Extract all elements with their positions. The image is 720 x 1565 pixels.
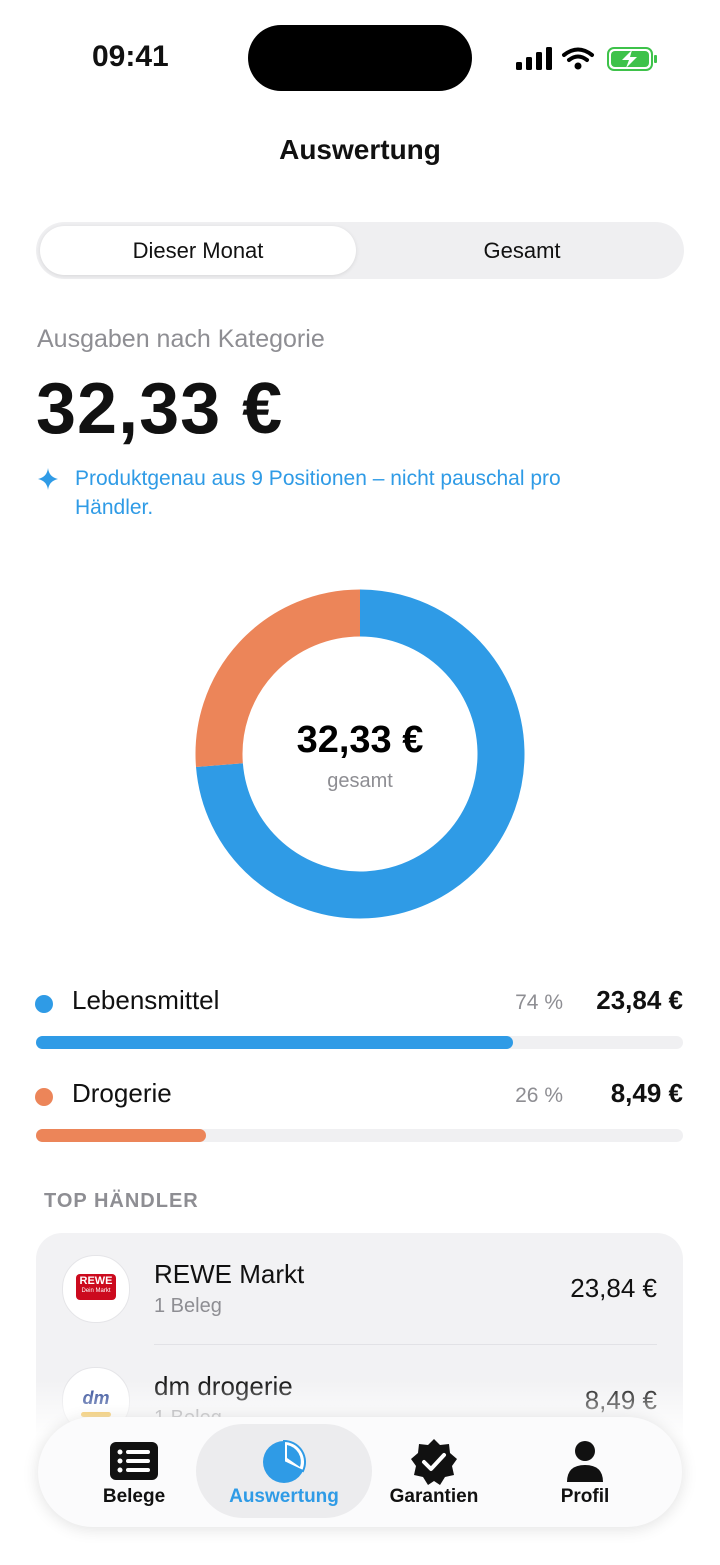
tab-icon [411, 1439, 457, 1485]
donut-segment [196, 589, 525, 919]
category-amount: 8,49 € [610, 1078, 683, 1108]
merchant-receipts: 1 Beleg [154, 1295, 222, 1317]
bar-fill [36, 1129, 206, 1142]
category-name: Lebensmittel [72, 985, 220, 1015]
status-time: 09:41 [92, 40, 169, 73]
status-icons [516, 47, 657, 71]
legend-dot [35, 1088, 53, 1106]
category-share: 26 % [515, 1084, 563, 1107]
segment[interactable]: Dieser Monat [40, 226, 356, 275]
merchant-name: REWE Markt [154, 1259, 305, 1289]
section-label: Ausgaben nach Kategorie [37, 325, 325, 353]
donut-center-caption: gesamt [327, 770, 393, 792]
tab-icon [567, 1441, 603, 1482]
tab-icon [263, 1439, 306, 1483]
tab-item[interactable]: Garantien [346, 1424, 522, 1518]
info-note: Produktgenau aus 9 Positionen – nicht pa… [75, 467, 561, 519]
divider [154, 1344, 657, 1345]
bar-fill [36, 1036, 514, 1049]
segment[interactable]: Gesamt [483, 238, 561, 263]
logo-text: REWE [79, 1275, 113, 1287]
tab-item[interactable]: Belege [46, 1424, 222, 1518]
dynamic-island [248, 25, 472, 91]
tab-item[interactable]: Profil [497, 1424, 673, 1518]
tab-label: Profil [560, 1486, 610, 1507]
page-title: Auswertung [279, 134, 441, 165]
logo-badge [76, 1274, 116, 1300]
donut-center-value: 32,33 € [297, 719, 424, 761]
total-amount: 32,33 € [36, 369, 284, 449]
category-share: 74 % [515, 991, 563, 1014]
merchant-logo: REWE Dein Markt [62, 1255, 130, 1323]
legend-dot [35, 995, 53, 1013]
section-title: TOP HÄNDLER [44, 1190, 199, 1212]
donut-segment [195, 589, 361, 767]
tab-item[interactable]: Auswertung [196, 1424, 372, 1518]
merchant-amount: 23,84 € [570, 1273, 657, 1303]
tab-label: Auswertung [229, 1486, 339, 1507]
category-amount: 23,84 € [596, 985, 683, 1015]
tab-label: Belege [102, 1486, 166, 1507]
donut-chart: 32,33 € gesamt [195, 589, 525, 919]
category-name: Drogerie [72, 1078, 172, 1108]
tab-label: Garantien [389, 1486, 479, 1507]
tab-icon [110, 1442, 158, 1480]
sparkle-icon [38, 468, 58, 490]
logo-subtext: Dein Markt [81, 1288, 111, 1294]
